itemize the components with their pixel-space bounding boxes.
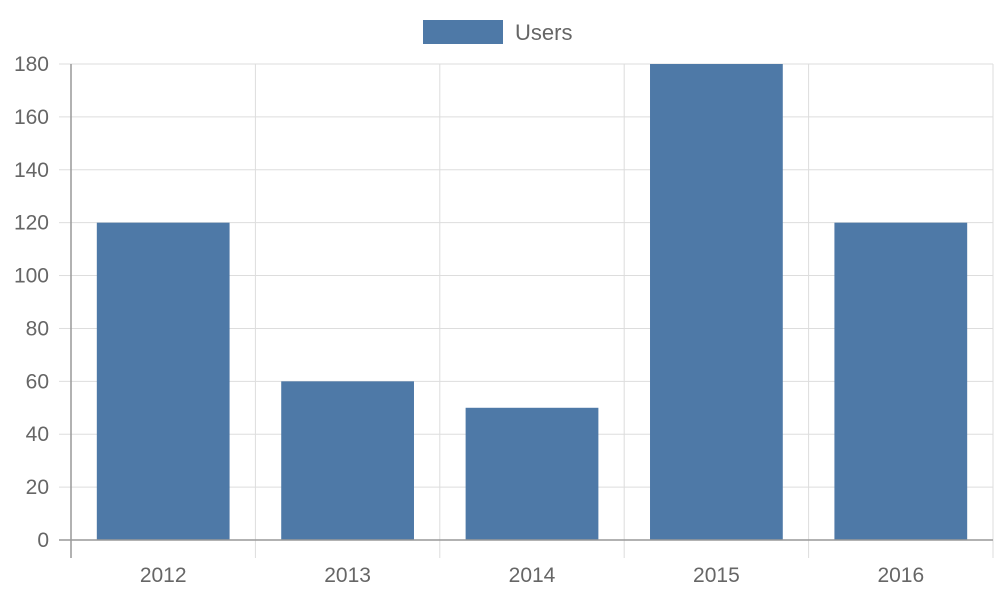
y-tick-label: 20 (26, 476, 49, 499)
legend-swatch-users[interactable] (423, 20, 503, 44)
y-tick-label: 120 (14, 212, 49, 235)
y-tick-label: 160 (14, 106, 49, 129)
legend[interactable]: Users (423, 20, 572, 45)
axes: 0 20 40 60 80 100 120 140 160 180 2012 2013 2014 2015… (14, 53, 993, 587)
bar-2013[interactable] (281, 381, 414, 540)
bar-2012[interactable] (96, 222, 230, 540)
y-tick-label: 100 (14, 265, 49, 288)
x-tick-label: 2014 (509, 564, 556, 587)
x-tick-label: 2013 (324, 564, 371, 587)
y-tick-label: 140 (14, 159, 49, 182)
y-tick-label: 180 (14, 53, 49, 76)
y-tick-label: 40 (26, 423, 49, 446)
y-tick-label: 0 (37, 529, 49, 552)
bar-2015[interactable] (650, 64, 783, 540)
y-tick-label: 60 (26, 370, 49, 393)
bar-2014[interactable] (465, 407, 599, 540)
x-tick-label: 2015 (693, 564, 740, 587)
bar-2016[interactable] (834, 222, 968, 540)
x-tick-label: 2012 (140, 564, 187, 587)
x-tick-label: 2016 (877, 564, 924, 587)
bars (96, 64, 968, 540)
legend-label-users[interactable]: Users (515, 20, 572, 45)
y-tick-label: 80 (26, 317, 49, 340)
